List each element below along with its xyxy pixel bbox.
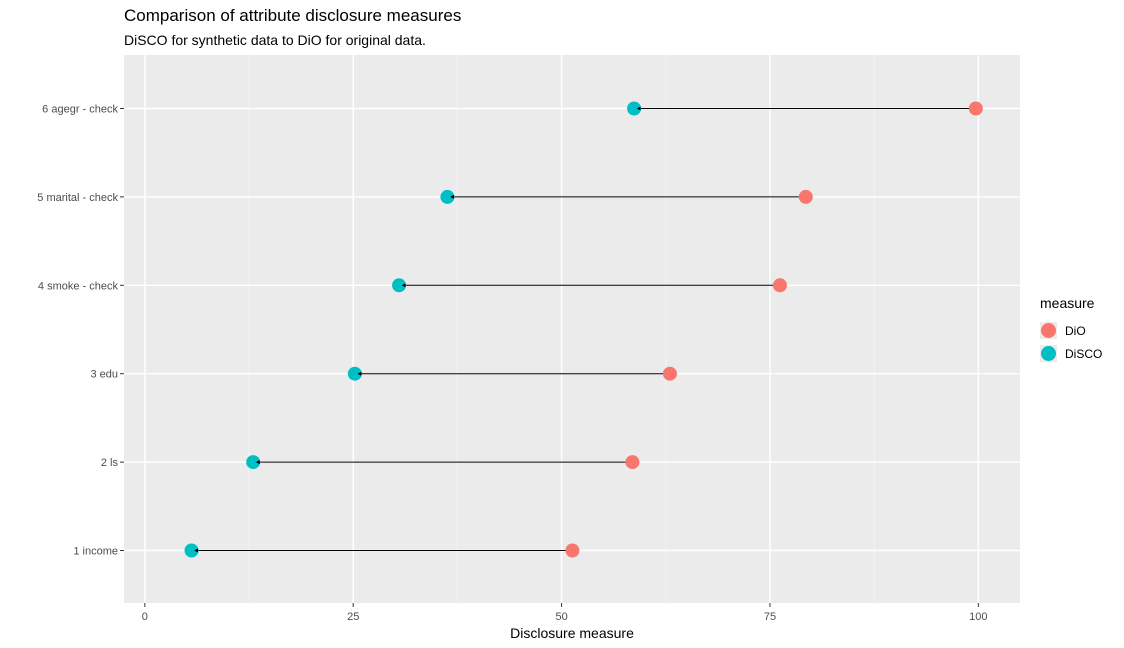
chart-title: Comparison of attribute disclosure measu… (124, 6, 462, 25)
x-axis: 0 25 50 75 100 (142, 603, 988, 623)
legend-label-disco: DiSCO (1065, 346, 1103, 361)
point-dio (625, 455, 640, 470)
x-tick-label: 0 (142, 611, 148, 623)
minor-gridlines (248, 55, 875, 603)
legend-item-disco: DiSCO (1040, 342, 1102, 365)
x-tick-label: 100 (969, 611, 987, 623)
legend-item-dio: DiO (1040, 319, 1102, 342)
point-disco (184, 543, 199, 558)
point-disco (347, 366, 362, 381)
point-disco (440, 189, 455, 204)
point-dio (968, 101, 983, 116)
legend-label-dio: DiO (1065, 323, 1086, 338)
point-dio (772, 278, 787, 293)
y-tick-label: 2 ls (101, 457, 119, 469)
y-tick-label: 3 edu (90, 369, 118, 381)
y-tick-label: 5 marital - check (37, 192, 118, 204)
legend-title: measure (1040, 295, 1095, 311)
x-tick-label: 50 (555, 611, 567, 623)
legend: measure DiO DiSCO (1040, 295, 1102, 365)
point-disco (392, 278, 407, 293)
legend-dot-disco (1041, 346, 1056, 361)
chart-subtitle: DiSCO for synthetic data to DiO for orig… (124, 32, 426, 48)
y-tick-label: 4 smoke - check (38, 280, 119, 292)
plot-panel (124, 55, 1020, 603)
y-axis: 1 income 2 ls 3 edu 4 smoke - check 5 marita… (37, 104, 124, 558)
x-axis-title: Disclosure measure (510, 625, 634, 641)
point-disco (627, 101, 642, 116)
point-dio (565, 543, 580, 558)
point-dio (798, 189, 813, 204)
y-tick-label: 1 income (73, 546, 118, 558)
arrows (194, 106, 976, 553)
point-dio (662, 366, 677, 381)
point-disco (246, 455, 261, 470)
x-tick-label: 25 (347, 611, 359, 623)
legend-dot-dio (1041, 323, 1056, 338)
y-tick-label: 6 agegr - check (42, 104, 118, 116)
points (184, 101, 983, 558)
x-tick-label: 75 (764, 611, 776, 623)
